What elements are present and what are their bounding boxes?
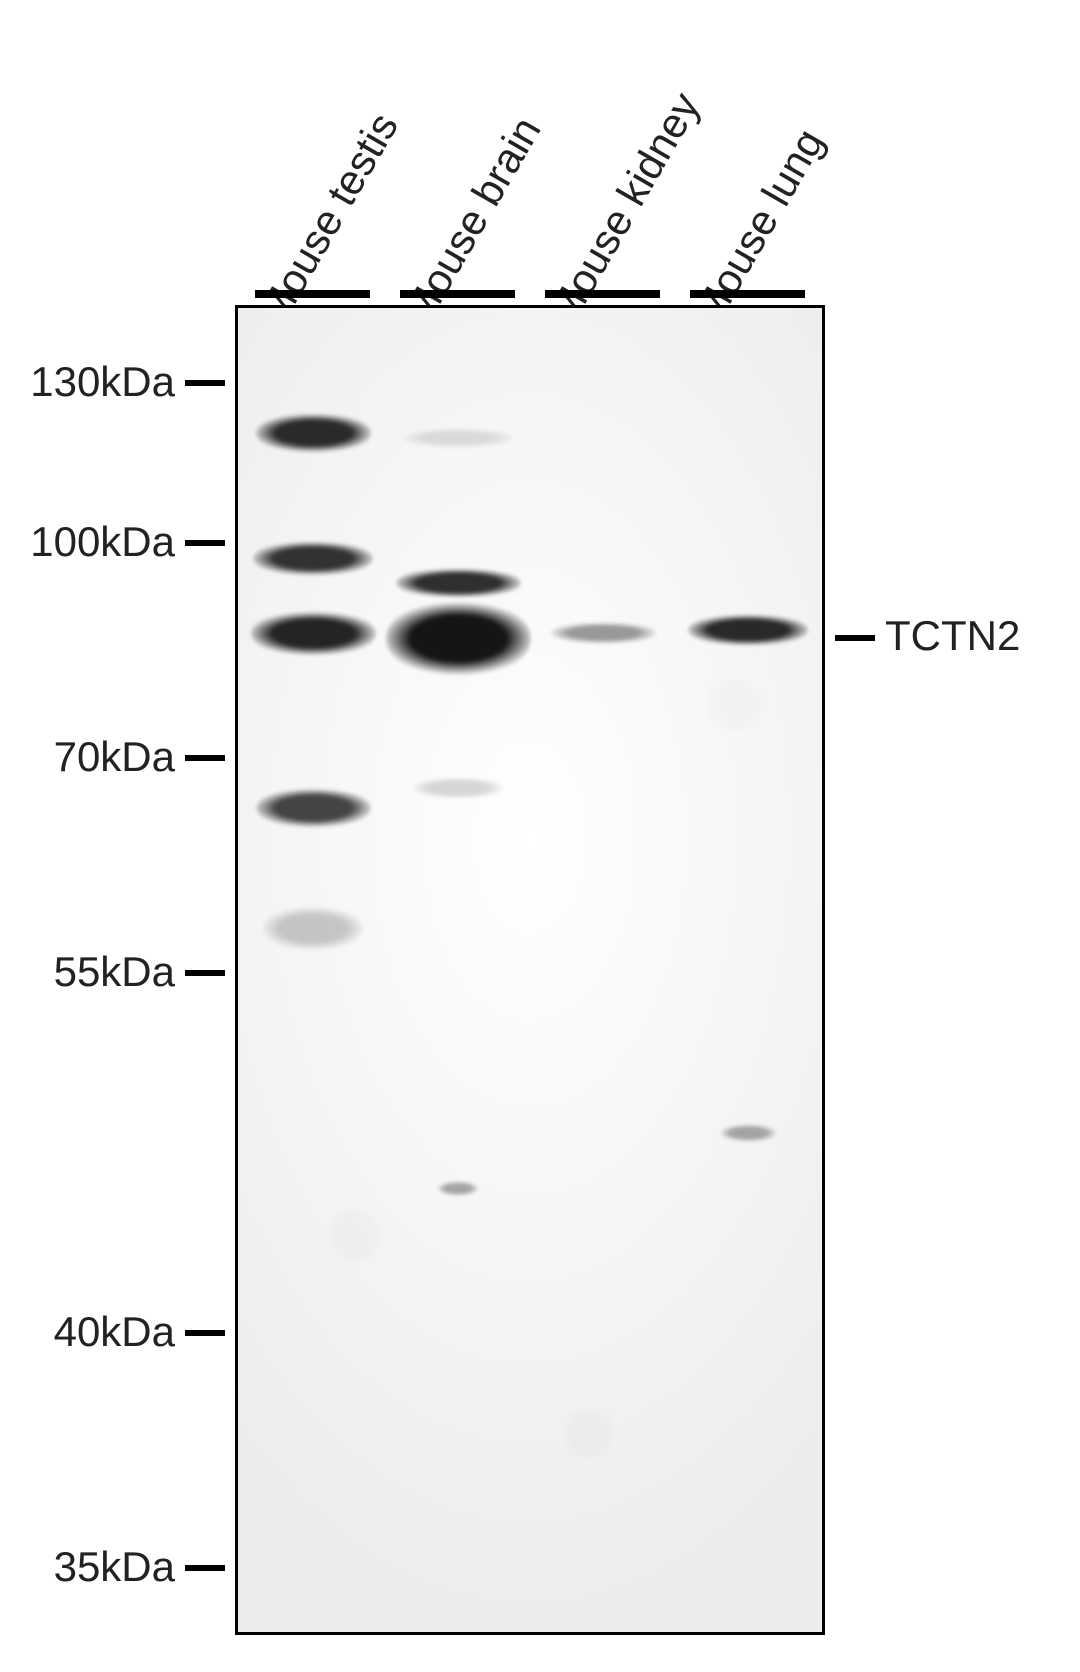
lane-label-4: Mouse lung <box>683 121 833 333</box>
mw-label-55: 55kDa <box>10 948 175 996</box>
mw-label-40: 40kDa <box>10 1308 175 1356</box>
band-1 <box>253 541 373 576</box>
band-9 <box>438 1181 478 1196</box>
band-11 <box>688 614 808 646</box>
mw-tick-55 <box>185 970 225 976</box>
mw-label-35: 35kDa <box>10 1543 175 1591</box>
band-5 <box>403 428 513 448</box>
target-tick <box>835 635 875 641</box>
mw-tick-40 <box>185 1330 225 1336</box>
mw-label-100: 100kDa <box>10 518 175 566</box>
lane-tick-2 <box>400 290 515 298</box>
western-blot-figure: Mouse testis Mouse brain Mouse kidney Mo… <box>0 0 1080 1672</box>
mw-tick-130 <box>185 380 225 386</box>
blot-membrane <box>235 305 825 1635</box>
mw-label-70: 70kDa <box>10 733 175 781</box>
target-label: TCTN2 <box>885 612 1020 660</box>
blot-noise <box>238 308 822 1632</box>
mw-tick-100 <box>185 540 225 546</box>
mw-tick-70 <box>185 755 225 761</box>
lane-tick-3 <box>545 290 660 298</box>
band-10 <box>551 622 656 644</box>
band-2 <box>251 611 376 656</box>
band-6 <box>396 568 521 598</box>
lane-tick-4 <box>690 290 805 298</box>
band-3 <box>256 788 371 828</box>
lane-label-2: Mouse brain <box>393 109 550 333</box>
band-8 <box>413 777 503 799</box>
band-7 <box>386 601 531 676</box>
mw-label-130: 130kDa <box>10 358 175 406</box>
lane-label-1: Mouse testis <box>248 105 407 333</box>
band-4 <box>263 906 363 951</box>
band-0 <box>256 413 371 453</box>
mw-tick-35 <box>185 1565 225 1571</box>
lane-tick-1 <box>255 290 370 298</box>
band-12 <box>721 1124 776 1142</box>
